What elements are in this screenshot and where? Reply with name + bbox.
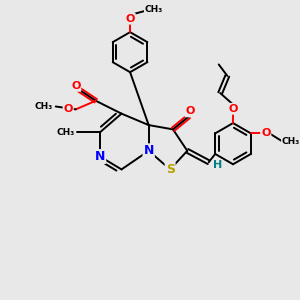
Text: O: O [228,104,238,114]
Text: H: H [213,160,222,170]
Text: CH₃: CH₃ [56,128,74,137]
Text: CH₃: CH₃ [34,102,53,111]
Text: O: O [125,14,135,24]
Text: CH₃: CH₃ [145,5,163,14]
Text: N: N [143,144,154,157]
Text: O: O [71,81,80,91]
Text: O: O [64,104,73,114]
Text: N: N [95,150,105,163]
Text: O: O [261,128,270,138]
Text: S: S [166,163,175,176]
Text: O: O [185,106,195,116]
Text: CH₃: CH₃ [282,137,300,146]
